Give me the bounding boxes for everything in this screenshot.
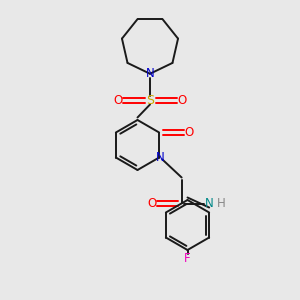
Text: F: F (184, 251, 191, 265)
Text: S: S (146, 94, 154, 106)
Text: O: O (113, 94, 122, 106)
Text: O: O (147, 197, 156, 210)
Text: O: O (178, 94, 187, 106)
Text: H: H (217, 197, 225, 210)
Text: N: N (146, 67, 154, 80)
Text: N: N (205, 197, 214, 210)
Text: O: O (184, 126, 194, 139)
Text: N: N (156, 151, 165, 164)
